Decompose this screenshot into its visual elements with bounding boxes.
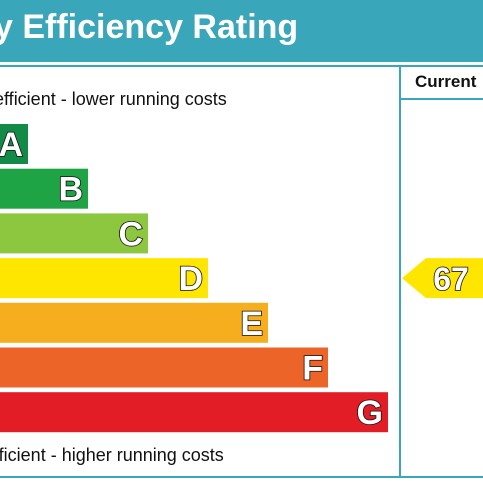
band-e-label: E bbox=[240, 305, 263, 343]
band-d-bar bbox=[0, 258, 208, 299]
current-rating-arrow bbox=[402, 258, 483, 299]
current-rating-value: 67 bbox=[433, 261, 469, 297]
column-divider bbox=[399, 65, 401, 478]
band-a-bar bbox=[0, 124, 28, 164]
header-banner: y Efficiency Rating bbox=[0, 0, 483, 62]
page-title: y Efficiency Rating bbox=[0, 8, 299, 46]
band-g-label: G bbox=[357, 394, 383, 432]
band-b-bar bbox=[0, 168, 88, 209]
band-f-bar bbox=[0, 347, 328, 388]
band-d-label: D bbox=[178, 260, 203, 298]
band-a-label: A bbox=[0, 126, 23, 164]
bottom-caption: fficient - higher running costs bbox=[0, 445, 224, 465]
column-header-rule bbox=[399, 98, 483, 100]
top-caption: efficient - lower running costs bbox=[0, 89, 227, 109]
band-c-label: C bbox=[118, 215, 143, 253]
band-e-bar bbox=[0, 302, 268, 343]
band-g-bar bbox=[0, 392, 388, 433]
band-c-bar bbox=[0, 213, 148, 254]
band-f-label: F bbox=[302, 350, 323, 388]
chart-frame bbox=[0, 65, 483, 478]
band-b-label: B bbox=[58, 171, 83, 209]
current-column-header: Current bbox=[415, 72, 477, 91]
